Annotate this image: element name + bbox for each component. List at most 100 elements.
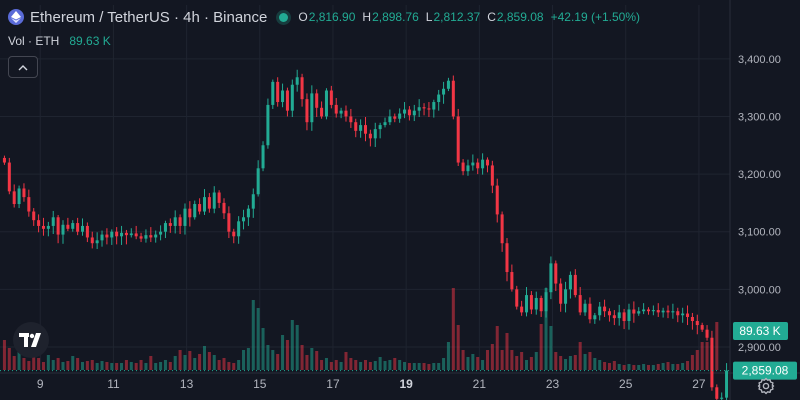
time-axis[interactable]: 9 11 13 15 17 19 21 23 25 27 [37, 377, 706, 391]
candle-body [251, 194, 255, 209]
volume-bar [471, 354, 475, 370]
price-axis[interactable]: 3,400.00 3,300.00 3,200.00 3,100.00 3,000.00… [733, 54, 797, 380]
volume-bar [281, 335, 285, 370]
volume-bar [568, 356, 572, 370]
candle-body [359, 125, 363, 131]
candle-body [446, 80, 450, 89]
candle-body [320, 107, 324, 117]
volume-bar [686, 361, 690, 370]
volume-bar [676, 364, 680, 370]
candle-body [90, 237, 94, 244]
candle-body [95, 240, 99, 244]
candle-body [710, 337, 714, 388]
candle-body [437, 94, 441, 103]
candle-body [168, 223, 172, 226]
volume-bar [437, 363, 441, 370]
gear-icon[interactable] [757, 377, 775, 395]
candle-body [456, 116, 460, 163]
volume-label[interactable]: Vol · ETH [8, 34, 60, 48]
ethereum-icon[interactable] [8, 9, 24, 25]
volume-bar [100, 361, 104, 370]
volume-bar [163, 360, 167, 370]
candle-body [110, 231, 114, 238]
candle-body [554, 263, 558, 284]
volume-bar [115, 363, 119, 370]
candle-body [559, 283, 563, 304]
volume-bar [554, 352, 558, 370]
price-tick-label: 3,000.00 [738, 284, 781, 296]
volume-bar [398, 360, 402, 370]
candle-body [222, 202, 226, 214]
candle-body [373, 129, 377, 139]
volume-bar [622, 365, 626, 370]
volume-bar [432, 363, 436, 370]
candle-body [22, 188, 26, 198]
candle-body [393, 116, 397, 119]
volume-bar [681, 363, 685, 370]
volume-bar [198, 354, 202, 370]
volume-bar [456, 325, 460, 370]
volume-bar [505, 333, 509, 370]
volume-bar [129, 362, 133, 370]
volume-bar [583, 354, 587, 370]
time-tick-label: 11 [107, 377, 120, 391]
candle-body [266, 104, 270, 146]
volume-bar [642, 364, 646, 370]
candle-body [622, 312, 626, 322]
candle-body [588, 303, 592, 320]
candle-body [671, 311, 675, 313]
candle-body [383, 122, 387, 126]
volume-bar [242, 350, 246, 370]
volume-bar [607, 363, 611, 370]
tradingview-logo[interactable] [13, 322, 49, 358]
volume-bar [481, 360, 485, 370]
volume-bar [700, 342, 704, 370]
candle-body [403, 109, 407, 114]
candle-body [290, 84, 294, 111]
symbol-title[interactable]: Ethereum / TetherUS · 4h · Binance [30, 8, 268, 26]
price-tick-label: 3,300.00 [738, 111, 781, 123]
close-label: C [487, 10, 496, 24]
volume-bar [442, 358, 446, 370]
candle-body [202, 197, 206, 212]
candle-body [349, 116, 353, 123]
candle-body [2, 157, 6, 163]
volume-bar [617, 364, 621, 370]
candle-body [573, 274, 577, 296]
candle-body [642, 309, 646, 312]
volume-bar [324, 358, 328, 370]
volume-bar [593, 358, 597, 370]
candle-body [676, 311, 680, 316]
candle-body [163, 223, 167, 232]
volume-bar [525, 360, 529, 370]
candle-body [388, 116, 392, 123]
high-label: H [362, 10, 372, 24]
volume-bar [603, 362, 607, 370]
collapse-legend-button[interactable] [8, 56, 38, 78]
candle-body [466, 165, 470, 172]
candle-body [529, 295, 533, 310]
volume-bar [573, 355, 577, 370]
candle-body [232, 231, 236, 237]
candle-body [46, 225, 50, 229]
candle-body [334, 104, 338, 114]
time-tick-label: 15 [253, 377, 267, 391]
low-value: 2,812.37 [433, 10, 481, 24]
price-tick-label: 3,200.00 [738, 169, 781, 181]
candle-body [564, 289, 568, 304]
last-price-badge [733, 361, 797, 380]
candle-body [427, 108, 431, 110]
volume-bar [66, 361, 70, 370]
price-tick-label: 2,900.00 [738, 342, 781, 354]
volume-bar [515, 356, 519, 370]
candle-body [598, 306, 602, 316]
candle-body [139, 236, 143, 239]
volume-bar [90, 360, 94, 370]
candle-body [105, 234, 109, 238]
candle-body [471, 162, 475, 166]
volume-bar [354, 360, 358, 370]
volume-bar [105, 362, 109, 370]
candle-body [656, 310, 660, 313]
volume-bar [510, 350, 514, 370]
